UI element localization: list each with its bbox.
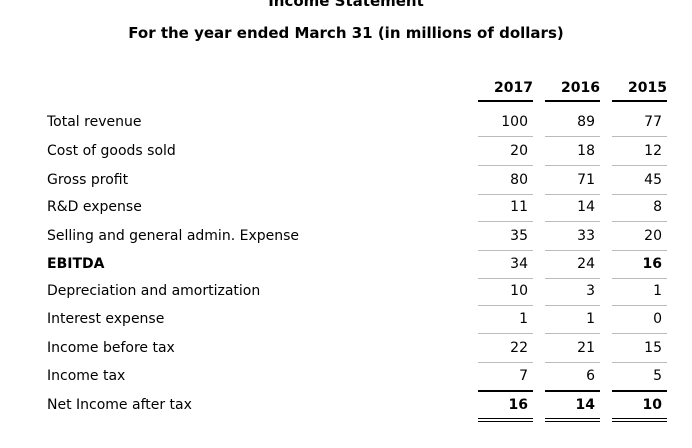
cell-value: 45 <box>644 172 662 188</box>
row-rule <box>478 333 533 334</box>
cell-value: 89 <box>577 114 595 130</box>
cell-value: 20 <box>644 228 662 244</box>
cell-value: 33 <box>577 228 595 244</box>
total-rule <box>478 421 533 422</box>
row-rule <box>612 194 667 195</box>
cell-value: 10 <box>510 283 528 299</box>
row-rule <box>612 305 667 306</box>
cell-value: 14 <box>575 397 595 413</box>
column-header: 2016 <box>561 80 600 96</box>
row-rule <box>545 278 600 279</box>
cell-value: 71 <box>577 172 595 188</box>
cell-value: 35 <box>510 228 528 244</box>
cell-value: 1 <box>653 283 662 299</box>
cell-value: 100 <box>501 114 528 130</box>
row-rule <box>478 390 533 392</box>
row-rule <box>478 165 533 166</box>
cell-value: 24 <box>577 256 595 272</box>
row-rule <box>612 165 667 166</box>
header-rule <box>612 100 667 102</box>
row-label: Cost of goods sold <box>47 143 176 159</box>
cell-value: 1 <box>519 311 528 327</box>
cell-value: 80 <box>510 172 528 188</box>
cell-value: 15 <box>644 340 662 356</box>
total-rule <box>478 418 533 419</box>
cell-value: 21 <box>577 340 595 356</box>
row-rule <box>478 305 533 306</box>
row-rule <box>612 250 667 251</box>
cell-value: 34 <box>510 256 528 272</box>
row-rule <box>545 305 600 306</box>
row-rule <box>478 194 533 195</box>
row-rule <box>545 221 600 222</box>
row-rule <box>612 333 667 334</box>
cell-value: 77 <box>644 114 662 130</box>
cell-value: 3 <box>586 283 595 299</box>
header-rule <box>545 100 600 102</box>
row-rule <box>545 136 600 137</box>
cell-value: 5 <box>653 368 662 384</box>
row-rule <box>612 136 667 137</box>
row-rule <box>545 165 600 166</box>
title: Income Statement <box>268 0 424 10</box>
row-rule <box>612 221 667 222</box>
row-label: EBITDA <box>47 256 105 272</box>
cell-value: 6 <box>586 368 595 384</box>
cell-value: 18 <box>577 143 595 159</box>
cell-value: 16 <box>508 397 528 413</box>
row-label: Income tax <box>47 368 126 384</box>
row-rule <box>545 194 600 195</box>
row-label: Net Income after tax <box>47 397 192 413</box>
column-header: 2015 <box>628 80 667 96</box>
row-rule <box>612 278 667 279</box>
row-rule <box>612 390 667 392</box>
cell-value: 0 <box>653 311 662 327</box>
column-header: 2017 <box>494 80 533 96</box>
cell-value: 10 <box>642 397 662 413</box>
row-rule <box>478 250 533 251</box>
row-rule <box>478 136 533 137</box>
row-label: Gross profit <box>47 172 129 188</box>
row-label: Total revenue <box>47 114 142 130</box>
subtitle: For the year ended March 31 (in millions… <box>128 24 564 42</box>
total-rule <box>612 418 667 419</box>
cell-value: 11 <box>510 199 528 215</box>
row-rule <box>545 333 600 334</box>
total-rule <box>545 421 600 422</box>
row-label: Interest expense <box>47 311 165 327</box>
row-label: Selling and general admin. Expense <box>47 228 300 244</box>
cell-value: 16 <box>642 256 662 272</box>
cell-value: 8 <box>653 199 662 215</box>
row-rule <box>545 250 600 251</box>
row-rule <box>478 278 533 279</box>
cell-value: 1 <box>586 311 595 327</box>
header-rule <box>478 100 533 102</box>
row-rule <box>478 362 533 363</box>
row-label: Depreciation and amortization <box>47 283 261 299</box>
row-label: Income before tax <box>47 340 175 356</box>
row-label: R&D expense <box>47 199 142 215</box>
cell-value: 14 <box>577 199 595 215</box>
row-rule <box>545 362 600 363</box>
cell-value: 12 <box>644 143 662 159</box>
cell-value: 22 <box>510 340 528 356</box>
cell-value: 20 <box>510 143 528 159</box>
row-rule <box>612 362 667 363</box>
total-rule <box>612 421 667 422</box>
row-rule <box>545 390 600 392</box>
total-rule <box>545 418 600 419</box>
cell-value: 7 <box>519 368 528 384</box>
row-rule <box>478 221 533 222</box>
